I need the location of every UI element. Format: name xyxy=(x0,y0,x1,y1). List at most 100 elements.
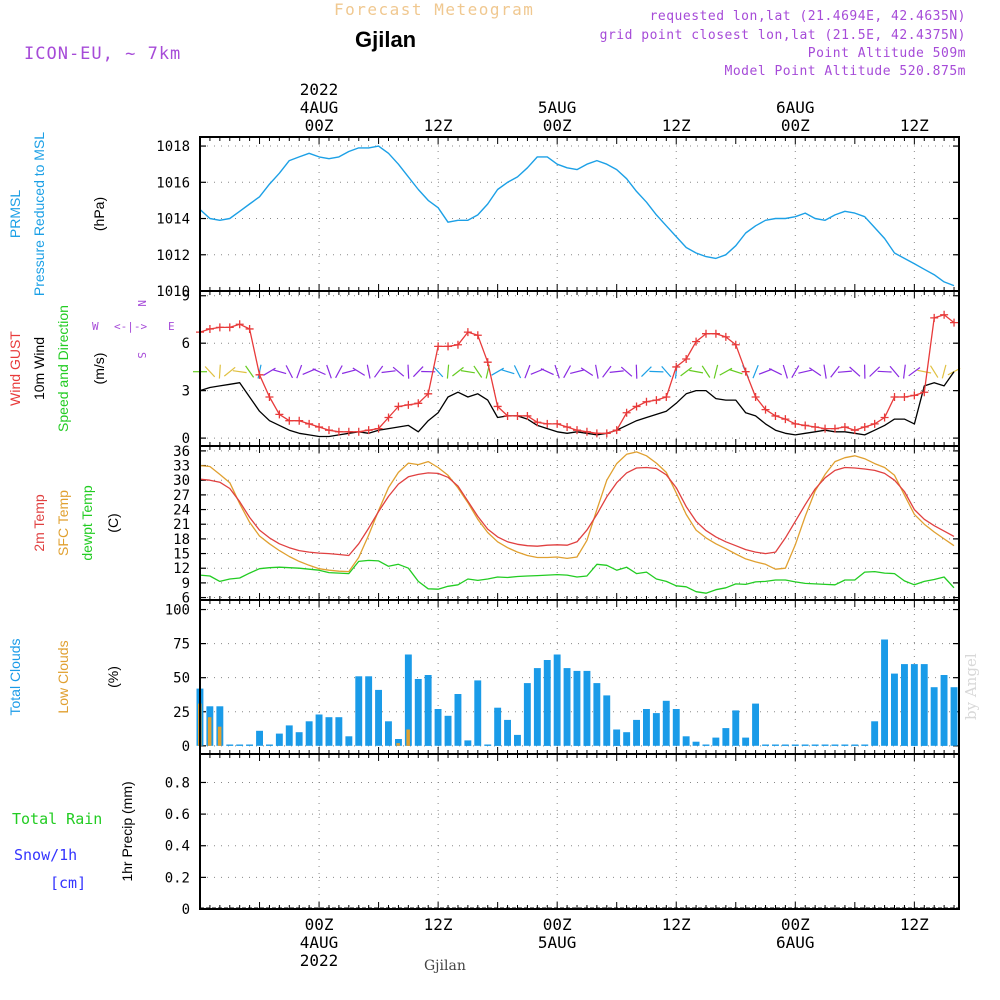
wind-direction-arrow xyxy=(837,370,852,373)
top-time-label: 12Z xyxy=(424,116,453,135)
wind-direction-arrow xyxy=(768,368,782,376)
total-cloud-bar xyxy=(762,744,769,746)
total-cloud-bar xyxy=(791,744,799,746)
wind-direction-arrow xyxy=(661,366,672,378)
precip-ytick-label: 0.4 xyxy=(165,839,190,855)
wind-gust-marker xyxy=(285,416,294,425)
top-time-label: 5AUG xyxy=(538,98,577,117)
wind-direction-arrow xyxy=(554,364,560,379)
clouds-axis-label: (%) xyxy=(105,666,121,688)
total-cloud-bar xyxy=(414,679,422,746)
wind-direction-arrow xyxy=(889,365,900,378)
total-cloud-bar xyxy=(712,737,720,746)
bottom-time-label: 12Z xyxy=(662,915,691,934)
total-cloud-bar xyxy=(573,670,581,746)
low-cloud-bar xyxy=(217,726,222,746)
wind-direction-arrow xyxy=(352,367,366,376)
wind-direction-arrow xyxy=(285,365,294,379)
wind-ytick-label: 0 xyxy=(182,431,190,447)
wind-direction-arrow xyxy=(649,370,664,373)
gridpoint-coords: grid point closest lon,lat (21.5E, 42.43… xyxy=(599,28,966,43)
wind-direction-arrow xyxy=(302,368,316,375)
wind-direction-arrow xyxy=(941,364,947,379)
pressure-panel-frame xyxy=(199,136,960,292)
compass-north: N xyxy=(135,300,148,307)
wind-gust-marker xyxy=(305,419,314,428)
wind-direction-arrow xyxy=(563,365,572,379)
temperature-axis-label: SFC Temp xyxy=(55,490,71,556)
wind-direction-arrow xyxy=(460,370,475,374)
wind-gust-marker xyxy=(434,342,443,351)
wind-direction-arrow xyxy=(917,369,932,374)
clouds-ytick-label: 100 xyxy=(165,603,190,619)
wind-direction-arrow xyxy=(791,365,800,379)
wind-direction-arrow xyxy=(432,366,444,378)
wind-gust-marker xyxy=(821,424,830,433)
wind-direction-arrow xyxy=(272,369,287,375)
total-cloud-bar xyxy=(226,744,234,746)
wind-gust-marker xyxy=(900,392,909,401)
sfc-temp-line xyxy=(199,451,955,573)
temperature-ytick-label: 36 xyxy=(173,444,190,460)
footer-location: Gjilan xyxy=(424,958,466,974)
wind-direction-arrow xyxy=(869,366,881,377)
bottom-time-label: 2022 xyxy=(300,951,339,970)
wind-gust-marker xyxy=(444,342,453,351)
wind-gust-marker xyxy=(344,427,353,436)
total-cloud-bar xyxy=(246,744,253,746)
legend-snow-unit: [cm] xyxy=(50,874,86,892)
wind-direction-arrow xyxy=(808,367,822,377)
wind-gust-marker xyxy=(811,423,820,432)
total-cloud-bar xyxy=(256,730,263,746)
temperature-axis-label: (C) xyxy=(105,513,121,532)
bottom-time-label: 00Z xyxy=(781,915,810,934)
wind-gust-marker xyxy=(374,424,383,433)
wind-gust-marker xyxy=(890,392,899,401)
wind-gust-marker xyxy=(275,410,284,419)
wind-gust-marker xyxy=(930,313,939,322)
total-cloud-bar xyxy=(543,660,551,746)
clouds-ytick-label: 50 xyxy=(173,671,190,687)
wind-direction-arrow xyxy=(908,367,921,377)
legend-total-rain: Total Rain xyxy=(12,810,102,828)
wind-gust-marker xyxy=(592,429,601,438)
total-cloud-bar xyxy=(732,710,740,746)
wind-direction-arrow xyxy=(232,370,247,374)
wind-gust-marker xyxy=(414,399,423,408)
total-cloud-bar xyxy=(752,703,759,746)
wind-gust-marker xyxy=(354,427,363,436)
top-time-label: 00Z xyxy=(781,116,810,135)
wind-gust-marker xyxy=(870,419,879,428)
wind-direction-arrow xyxy=(728,368,743,375)
wind-axis-label: 10m Wind xyxy=(31,337,47,400)
total-cloud-bar xyxy=(772,744,779,746)
wind-gust-marker xyxy=(622,408,631,417)
total-cloud-bar xyxy=(404,654,412,746)
wind-direction-arrow xyxy=(689,369,704,374)
wind-gust-marker xyxy=(245,324,254,333)
wind-gust-marker xyxy=(215,323,224,332)
total-cloud-bar xyxy=(781,744,789,746)
total-cloud-bar xyxy=(940,675,948,746)
wind-gust-marker xyxy=(543,419,552,428)
clouds-axis-label: Total Clouds xyxy=(7,638,23,715)
wind-direction-arrow xyxy=(500,369,515,375)
temperature-ytick-label: 15 xyxy=(173,547,190,563)
total-cloud-bar xyxy=(533,668,541,746)
temperature-axis-label: 2m Temp xyxy=(31,494,47,552)
total-cloud-bar xyxy=(593,683,601,746)
wind-gust-marker xyxy=(672,362,681,371)
total-cloud-bar xyxy=(325,717,333,746)
wind-direction-arrow xyxy=(491,367,505,376)
wind-gust-marker xyxy=(702,329,710,338)
wind-direction-arrow xyxy=(929,365,939,378)
total-cloud-bar xyxy=(454,694,462,746)
total-cloud-bar xyxy=(692,741,700,746)
wind-ytick-label: 3 xyxy=(182,384,190,400)
bottom-time-label: 00Z xyxy=(543,915,572,934)
top-time-label: 00Z xyxy=(543,116,572,135)
total-cloud-bar xyxy=(891,673,898,746)
wind-gust-marker xyxy=(850,426,859,435)
pressure-ytick-label: 1018 xyxy=(156,139,190,155)
wind-gust-line xyxy=(199,314,955,434)
